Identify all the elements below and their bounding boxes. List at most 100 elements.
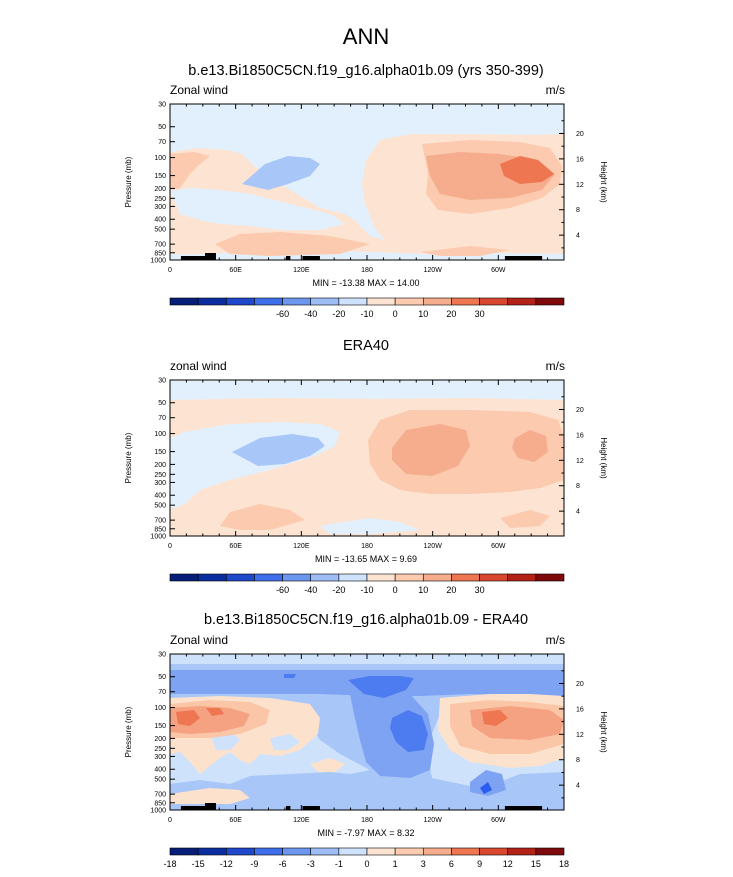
- panel-1-contour-cool-2: [242, 156, 320, 190]
- y-tick-label: 500: [154, 227, 166, 234]
- colorbar-swatch: [366, 297, 396, 306]
- stats-label: MIN = -7.97 MAX = 8.32: [317, 828, 414, 838]
- colorbar-swatch: [254, 573, 283, 582]
- colorbar-label: 15: [531, 859, 541, 869]
- colorbar-swatch: [282, 297, 312, 306]
- y-tick-label: 400: [154, 767, 166, 774]
- orography-block: [504, 806, 543, 810]
- height-tick-label: 16: [576, 432, 584, 439]
- height-tick-label: 20: [576, 131, 584, 138]
- colorbar-swatch: [535, 573, 565, 582]
- y-tick-label: 850: [154, 250, 166, 257]
- y-tick-label: 70: [158, 415, 166, 422]
- figure-axes: 0 60E 120E 180 120W 60W3050701001502002503004…: [124, 102, 608, 870]
- orography-block: [286, 256, 291, 260]
- y-tick-label: 1000: [150, 534, 166, 541]
- colorbar-swatch: [394, 847, 424, 856]
- colorbar-swatch: [225, 847, 255, 856]
- colorbar-label: 10: [418, 309, 428, 319]
- x-tick-label: 60E: [229, 543, 242, 550]
- y-tick-label: 300: [154, 754, 166, 761]
- panel-1-plot: [170, 104, 564, 260]
- y-tick-label: 200: [154, 186, 166, 193]
- y-tick-label: 100: [154, 155, 166, 162]
- colorbar-label: 18: [559, 859, 569, 869]
- y-tick-label: 250: [154, 746, 166, 753]
- height-tick-label: 8: [576, 757, 580, 764]
- colorbar-swatch: [535, 297, 565, 306]
- colorbar-2: -60 -40 -20 -10 0 10 20 30: [169, 573, 565, 595]
- y-tick-label: 700: [154, 518, 166, 525]
- panel-2-contour-warm-2: [220, 410, 564, 530]
- colorbar-label: -20: [332, 585, 345, 595]
- colorbar-label: -60: [276, 585, 289, 595]
- colorbar-label: -20: [332, 309, 345, 319]
- colorbar-label: -60: [276, 309, 289, 319]
- panel-2: ERA40 zonal wind m/s: [170, 338, 565, 536]
- colorbar-swatch: [366, 573, 396, 582]
- height-tick-label: 12: [576, 458, 584, 465]
- colorbar-swatch: [366, 847, 396, 856]
- colorbar-label: 3: [421, 859, 426, 869]
- panel-3-left-label: Zonal wind: [170, 633, 228, 647]
- y-tick-label: 30: [158, 102, 166, 109]
- y-tick-label: 150: [154, 723, 166, 730]
- x-tick-label: 0: [168, 543, 172, 550]
- colorbar-3: -18 -15 -12 -9 -6 -3 -1 0 1 3 6 9 12 15 18: [163, 847, 569, 869]
- colorbar-swatch: [394, 573, 424, 582]
- colorbar-swatch: [310, 847, 340, 856]
- height-tick-label: 12: [576, 182, 584, 189]
- colorbar-label: -10: [360, 585, 373, 595]
- panel-2-units: m/s: [546, 359, 565, 373]
- colorbar-label: 20: [446, 309, 456, 319]
- colorbar-label: -1: [335, 859, 343, 869]
- x-tick-label: 180: [361, 267, 373, 274]
- height-tick-label: 12: [576, 732, 584, 739]
- orography-block: [302, 806, 320, 810]
- colorbar-swatch: [254, 847, 283, 856]
- panel-1-left-label: Zonal wind: [170, 83, 228, 97]
- panel-3-contour-cool-4: [480, 782, 492, 794]
- height-tick-label: 16: [576, 706, 584, 713]
- colorbar-swatch: [225, 573, 255, 582]
- y-tick-label: 200: [154, 736, 166, 743]
- y-tick-label: 1000: [150, 258, 166, 265]
- y-tick-label: 100: [154, 431, 166, 438]
- colorbar-label: 1: [393, 859, 398, 869]
- colorbar-swatch: [479, 573, 509, 582]
- y-tick-label: 250: [154, 472, 166, 479]
- colorbar-label: 20: [446, 585, 456, 595]
- y-tick-label: 200: [154, 462, 166, 469]
- height-tick-label: 16: [576, 156, 584, 163]
- x-tick-label: 60E: [229, 267, 242, 274]
- y-tick-label: 300: [154, 204, 166, 211]
- colorbar-swatch: [394, 297, 424, 306]
- colorbar-label: 0: [393, 585, 398, 595]
- x-tick-label: 180: [361, 817, 373, 824]
- panel-1-units: m/s: [546, 83, 565, 97]
- colorbar-swatch: [422, 297, 452, 306]
- y-tick-label: 500: [154, 777, 166, 784]
- colorbar-label: -3: [307, 859, 315, 869]
- x-tick-label: 180: [361, 543, 373, 550]
- height-tick-label: 8: [576, 483, 580, 490]
- colorbar-swatch: [169, 297, 199, 306]
- y-axis-title: Pressure (mb): [124, 156, 133, 207]
- x-tick-label: 120W: [424, 543, 443, 550]
- colorbar-swatch: [338, 573, 368, 582]
- y-axis-title: Pressure (mb): [124, 706, 133, 757]
- colorbar-label: 0: [364, 859, 369, 869]
- figure-title: ANN: [343, 24, 389, 49]
- y-tick-label: 100: [154, 705, 166, 712]
- y-tick-label: 150: [154, 449, 166, 456]
- y-tick-label: 700: [154, 242, 166, 249]
- colorbar-label: 0: [393, 309, 398, 319]
- x-tick-label: 0: [168, 267, 172, 274]
- orography-block: [180, 256, 199, 260]
- colorbar-label: -12: [220, 859, 233, 869]
- colorbar-label: -9: [250, 859, 258, 869]
- y-tick-label: 400: [154, 217, 166, 224]
- colorbar-swatch: [282, 847, 312, 856]
